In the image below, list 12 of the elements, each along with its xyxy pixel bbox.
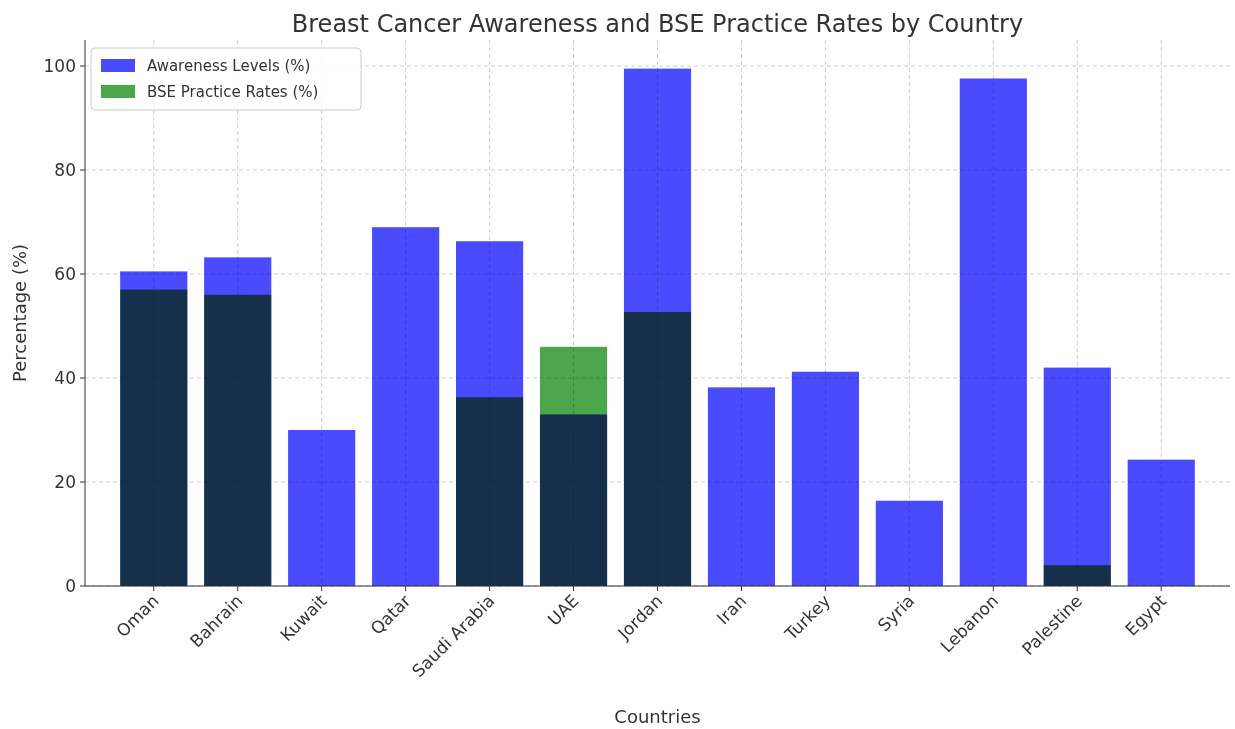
y-tick-label: 60 [54,263,76,284]
chart-title: Breast Cancer Awareness and BSE Practice Rates by Country [291,10,1024,38]
y-tick-label: 20 [54,471,76,492]
legend-label: Awareness Levels (%) [147,57,311,76]
y-axis-title: Percentage (%) [9,243,30,383]
y-tick-label: 40 [54,367,76,388]
x-tick-label: Iran [712,590,751,629]
x-axis-title: Countries [614,706,701,727]
legend-label: BSE Practice Rates (%) [147,83,319,102]
y-tick-label: 80 [54,159,76,180]
y-tick-label: 0 [65,575,76,596]
y-tick-label: 100 [43,55,76,76]
